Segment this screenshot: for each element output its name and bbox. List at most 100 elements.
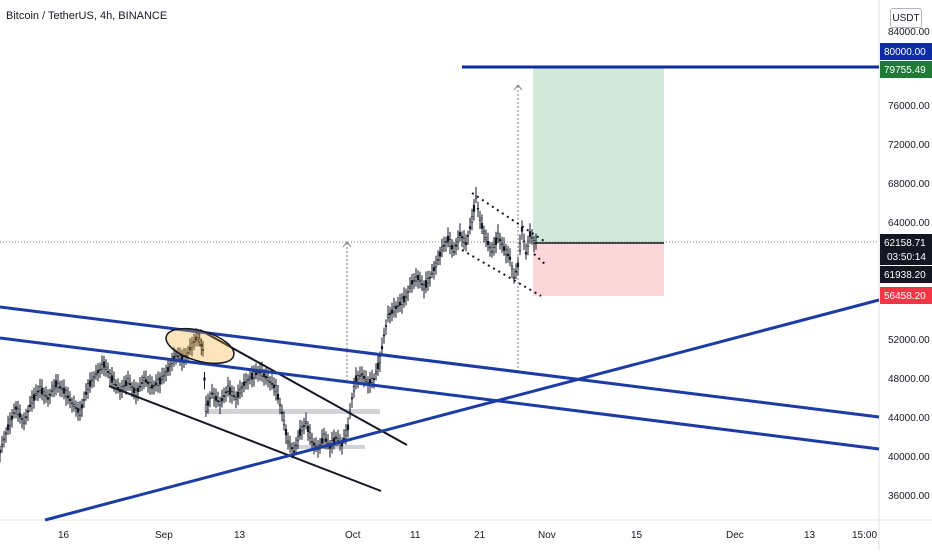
candle-body: [102, 361, 106, 368]
candle-body: [212, 393, 216, 399]
candle-body: [26, 410, 30, 413]
top-highlight-ellipse[interactable]: [162, 322, 238, 370]
candle-body: [470, 216, 474, 223]
take-profit-zone[interactable]: [533, 68, 664, 243]
candle-body: [4, 432, 8, 435]
channel-lower-line[interactable]: [108, 385, 382, 492]
candle-body: [112, 379, 116, 385]
projection-arrow-1-head: [342, 241, 352, 248]
price-label-entry[interactable]: 62158.71 03:50:14: [880, 234, 932, 265]
candle-body: [298, 428, 302, 436]
time-tick-15: 15: [631, 530, 643, 541]
price-label-last[interactable]: 61938.20: [880, 266, 932, 283]
candle-body: [198, 339, 201, 342]
price-axis[interactable]: 84000.00 76000.00 72000.00 68000.00 6400…: [888, 27, 930, 502]
candle-body: [234, 396, 238, 400]
candle-body: [436, 258, 440, 261]
candle-body: [86, 383, 90, 391]
candle-body: [282, 419, 286, 426]
price-label-target-bg: [880, 43, 932, 60]
candle-body: [196, 333, 200, 338]
candle-body: [300, 426, 304, 432]
candle-body: [526, 240, 530, 247]
candle-body: [472, 204, 476, 212]
candle-body: [146, 381, 150, 385]
trendline-lower[interactable]: [0, 336, 880, 451]
price-label-take-profit[interactable]: 79755.49: [880, 61, 932, 78]
candle-body: [332, 437, 336, 443]
candle-body: [454, 244, 458, 247]
candle-body: [186, 352, 190, 354]
price-tick-44000: 44000.00: [888, 413, 930, 424]
candle-body: [84, 391, 88, 395]
candle-body: [342, 437, 346, 440]
candle-body: [362, 375, 366, 379]
candle-body: [386, 314, 390, 319]
candle-body: [380, 346, 384, 350]
time-tick-dec: Dec: [726, 530, 744, 541]
candle-body: [372, 378, 376, 380]
candle-body: [82, 399, 86, 401]
currency-selector[interactable]: USDT: [890, 8, 922, 28]
candle-body: [284, 428, 288, 436]
candle-body: [88, 380, 92, 387]
candle-body: [110, 375, 114, 383]
time-tick-11: 11: [410, 530, 421, 541]
candle-body: [164, 371, 168, 374]
candle-body: [508, 256, 512, 260]
candle-body: [460, 236, 464, 239]
candle-body: [268, 380, 272, 383]
price-label-stop-loss-bg: [880, 287, 932, 304]
price-label-target[interactable]: 80000.00: [880, 43, 932, 60]
candle-body: [502, 246, 506, 251]
candle-body: [296, 436, 300, 441]
candle-body: [148, 381, 152, 388]
candle-body: [492, 244, 496, 248]
candle-body: [476, 207, 480, 210]
time-tick-sep: Sep: [155, 530, 173, 541]
candle-body: [78, 409, 82, 417]
candle-body: [64, 390, 68, 398]
candle-body: [12, 412, 16, 414]
candle-body: [38, 386, 42, 391]
candle-body: [136, 387, 140, 393]
time-axis[interactable]: 16 Sep 13 Oct 11 21 Nov 15 Dec 13 15:00: [58, 530, 877, 541]
channel-upper-line[interactable]: [199, 329, 408, 446]
candle-body: [62, 387, 66, 394]
candle-body: [30, 396, 34, 404]
trendline-upper[interactable]: [0, 305, 880, 419]
price-label-stop-loss[interactable]: 56458.20: [880, 287, 932, 304]
candle-body: [482, 230, 486, 235]
candle-body: [160, 376, 164, 380]
candle-body: [22, 420, 26, 425]
time-tick-oct: Oct: [345, 530, 361, 541]
candle-body: [534, 242, 538, 244]
resistance-zone[interactable]: [206, 409, 380, 414]
symbol-title[interactable]: Bitcoin / TetherUS, 4h, BINANCE: [6, 10, 168, 22]
candle-body: [250, 372, 254, 380]
candle-body: [280, 411, 284, 414]
candle-body: [498, 239, 502, 242]
candle-body: [354, 375, 358, 383]
candle-body: [176, 355, 180, 358]
time-tick-13: 13: [234, 530, 246, 541]
stop-loss-zone[interactable]: [533, 243, 664, 296]
candle-body: [2, 438, 6, 441]
time-tick-16: 16: [58, 530, 70, 541]
candle-body: [352, 386, 356, 392]
candle-body: [446, 235, 450, 242]
candle-body: [222, 395, 226, 398]
price-tick-52000: 52000.00: [888, 335, 930, 346]
candle-body: [414, 276, 418, 282]
candle-body: [334, 436, 338, 439]
candle-body: [452, 251, 456, 253]
trendline-rising[interactable]: [44, 298, 880, 522]
candle-body: [46, 397, 50, 400]
candle-body: [346, 424, 350, 431]
candle-body: [226, 385, 230, 392]
candle-body: [252, 371, 256, 379]
candle-body: [274, 385, 278, 393]
candle-body: [418, 279, 422, 282]
